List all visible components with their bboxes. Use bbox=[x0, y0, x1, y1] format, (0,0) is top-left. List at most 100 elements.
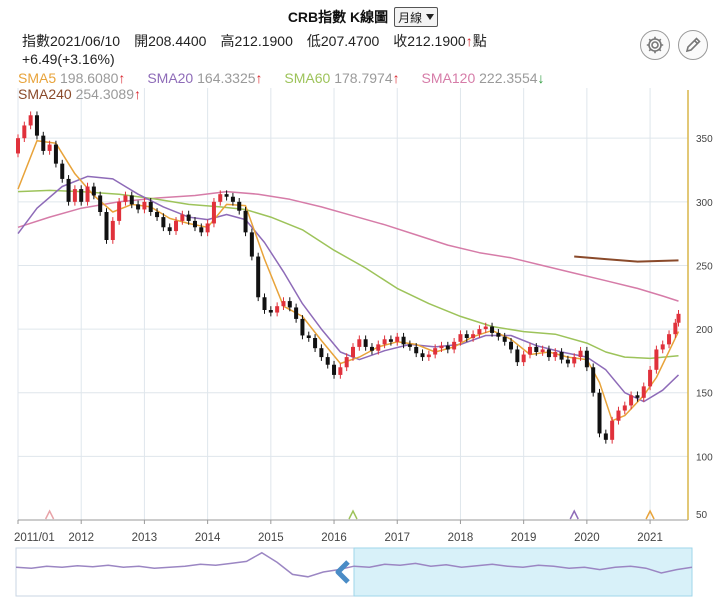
candle-body bbox=[414, 346, 419, 354]
candle-body bbox=[603, 433, 608, 440]
sma20-arrow: ↑ bbox=[255, 70, 263, 86]
candle-body bbox=[338, 367, 343, 375]
candle-body bbox=[28, 115, 33, 126]
sma20-value: 164.3325 bbox=[197, 70, 256, 86]
candle-body bbox=[464, 334, 469, 338]
candle-body bbox=[622, 405, 627, 411]
chart-title: CRB指數 K線圖 bbox=[287, 9, 389, 25]
x-tick-label: 2012 bbox=[68, 532, 94, 544]
gear-icon bbox=[646, 36, 664, 54]
candle-body bbox=[268, 310, 273, 313]
x-tick-label: 2021 bbox=[637, 532, 663, 544]
up-arrow-icon: ↑ bbox=[465, 33, 473, 49]
candle-body bbox=[458, 334, 463, 342]
candle-body bbox=[426, 354, 431, 358]
candle-body bbox=[629, 395, 634, 406]
sma120-label: SMA120 bbox=[421, 70, 476, 86]
candle-body bbox=[117, 201, 122, 221]
candle-body bbox=[445, 345, 450, 350]
range-markers bbox=[44, 509, 655, 520]
quote-open: 開208.4400 bbox=[134, 33, 207, 49]
x-tick-label: 2015 bbox=[258, 532, 284, 544]
candle-body bbox=[676, 313, 681, 323]
candle-body bbox=[325, 357, 330, 365]
x-tick-label: 2013 bbox=[132, 532, 158, 544]
x-tick-label: 2011/01 bbox=[14, 532, 55, 544]
candle-body bbox=[452, 341, 457, 350]
candle-body bbox=[211, 201, 216, 224]
candle-body bbox=[230, 196, 235, 202]
sma-legend-row-2: SMA240 254.3089↑ bbox=[18, 86, 159, 102]
quote-unit: 點 bbox=[472, 33, 487, 49]
candle-body bbox=[34, 115, 39, 136]
candle-body bbox=[306, 335, 311, 338]
sma5-legend: SMA5 198.6080↑ bbox=[18, 70, 125, 86]
x-tick-label: 2020 bbox=[574, 532, 600, 544]
candle-body bbox=[136, 204, 141, 210]
candle-body bbox=[192, 220, 197, 228]
candle-body bbox=[129, 195, 134, 205]
candle-body bbox=[174, 220, 179, 232]
pencil-icon bbox=[685, 37, 701, 53]
period-select[interactable]: 月線 bbox=[394, 7, 439, 27]
y-tick-label: 350 bbox=[696, 134, 713, 145]
candle-body bbox=[256, 256, 261, 298]
sma60-label: SMA60 bbox=[284, 70, 331, 86]
candle-body bbox=[98, 195, 103, 212]
sma5-line bbox=[17, 139, 680, 422]
candle-body bbox=[483, 326, 488, 330]
candle-body bbox=[490, 326, 495, 333]
candle-body bbox=[376, 344, 381, 351]
candle-body bbox=[496, 332, 501, 337]
sma5-arrow: ↑ bbox=[118, 70, 126, 86]
candle-body bbox=[85, 186, 90, 202]
x-tick-label: 2014 bbox=[195, 532, 221, 544]
candle-body bbox=[60, 163, 65, 179]
candles bbox=[16, 111, 681, 444]
candle-body bbox=[648, 369, 653, 387]
candle-body bbox=[199, 227, 204, 233]
candle-body bbox=[578, 350, 583, 358]
candle-body bbox=[47, 144, 52, 151]
sma20-label: SMA20 bbox=[147, 70, 194, 86]
candle-body bbox=[515, 349, 520, 363]
candle-body bbox=[635, 395, 640, 398]
quote-date: 指數2021/06/10 bbox=[22, 33, 121, 49]
sma120-arrow: ↓ bbox=[537, 70, 545, 86]
candle-body bbox=[351, 346, 355, 358]
candle-body bbox=[294, 307, 299, 319]
quote-high: 高212.1900 bbox=[220, 33, 293, 49]
candle-body bbox=[369, 346, 374, 351]
candle-body bbox=[502, 336, 507, 342]
candle-body bbox=[565, 359, 570, 364]
candle-body bbox=[66, 178, 71, 202]
x-tick-label: 2019 bbox=[511, 532, 537, 544]
x-tick-label: 2018 bbox=[448, 532, 474, 544]
candle-body bbox=[142, 201, 147, 210]
candle-body bbox=[22, 125, 27, 139]
candle-body bbox=[281, 301, 286, 307]
candle-body bbox=[167, 227, 172, 232]
range-navigator[interactable] bbox=[15, 547, 693, 597]
candle-body bbox=[161, 217, 166, 228]
settings-button[interactable] bbox=[640, 30, 670, 60]
candle-body bbox=[72, 189, 77, 202]
candle-body bbox=[572, 357, 577, 364]
quote-low: 低207.4700 bbox=[306, 33, 380, 49]
draw-button[interactable] bbox=[678, 30, 708, 60]
candle-body bbox=[16, 138, 20, 154]
candle-body bbox=[180, 214, 185, 221]
candle-body bbox=[439, 345, 444, 349]
candle-body bbox=[218, 194, 223, 202]
range-marker bbox=[569, 509, 579, 520]
candle-body bbox=[313, 338, 318, 349]
candle-body bbox=[186, 214, 191, 221]
candle-body bbox=[249, 232, 254, 257]
navigator-handle-icon[interactable] bbox=[335, 560, 350, 584]
candle-body bbox=[363, 339, 368, 347]
sma60-value: 178.7974 bbox=[334, 70, 393, 86]
navigator-line bbox=[15, 551, 693, 578]
candle-body bbox=[591, 367, 596, 393]
